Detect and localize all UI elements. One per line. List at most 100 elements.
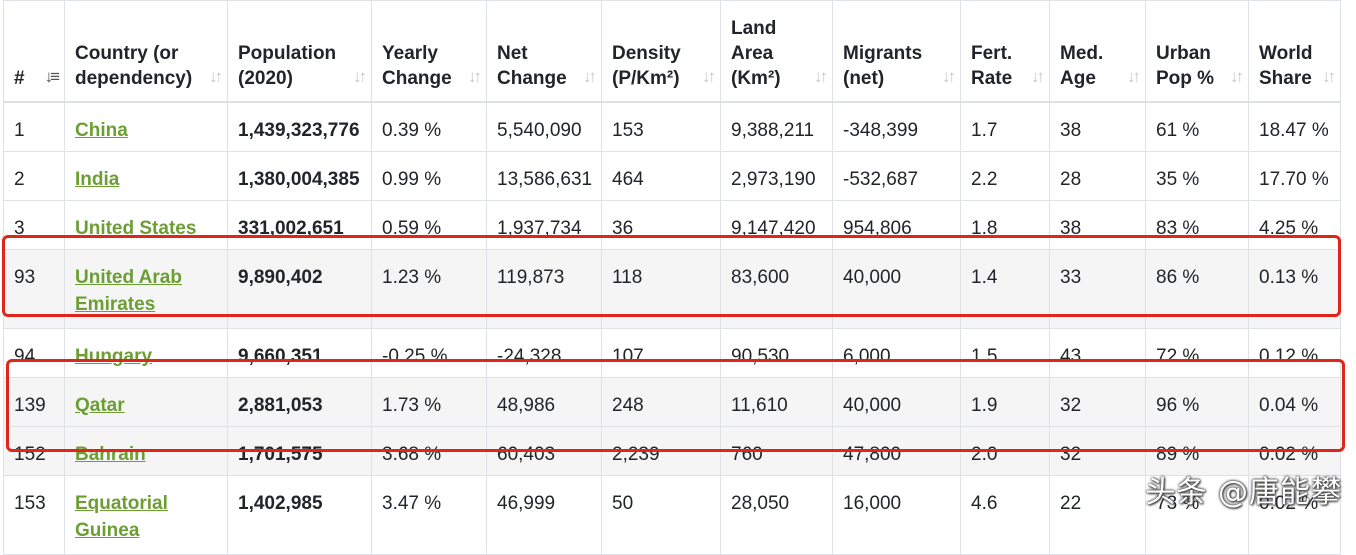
header-label: Net Change <box>497 43 567 89</box>
country-link[interactable]: Qatar <box>75 395 125 416</box>
header-row: # ↓≡ Country (or dependency) ↓↑ Population… <box>3 0 1341 103</box>
column-header-land-area[interactable]: Land Area (Km²) ↓↑ <box>720 0 833 103</box>
migrants-cell: 16,000 <box>832 475 961 555</box>
urban-pop-cell: 61 % <box>1145 101 1249 152</box>
sort-icon[interactable]: ↓↑ <box>209 67 223 86</box>
density-cell: 2,239 <box>601 426 721 476</box>
column-header-rank[interactable]: # ↓≡ <box>3 0 65 103</box>
rank-cell: 2 <box>3 151 65 201</box>
migrants-cell: 47,800 <box>832 426 961 476</box>
migrants-cell: 954,806 <box>832 200 961 250</box>
country-link[interactable]: United States <box>75 218 197 239</box>
land-area-cell: 9,147,420 <box>720 200 833 250</box>
yearly-change-cell: 0.59 % <box>371 200 487 250</box>
column-header-med-age[interactable]: Med. Age ↓↑ <box>1049 0 1146 103</box>
country-cell: United States <box>64 200 228 250</box>
table-row: 93 United Arab Emirates 9,890,402 1.23 %… <box>3 249 1341 329</box>
med-age-cell: 32 <box>1049 426 1146 476</box>
rank-cell: 139 <box>3 377 65 427</box>
med-age-cell: 28 <box>1049 151 1146 201</box>
net-change-cell: 60,403 <box>486 426 602 476</box>
migrants-cell: -348,399 <box>832 101 961 152</box>
yearly-change-cell: 1.73 % <box>371 377 487 427</box>
net-change-cell: 48,986 <box>486 377 602 427</box>
sort-icon[interactable]: ↓↑ <box>583 67 597 86</box>
rank-cell: 153 <box>3 475 65 555</box>
country-link[interactable]: Hungary <box>75 346 153 367</box>
sort-icon[interactable]: ↓↑ <box>353 67 367 86</box>
net-change-cell: 119,873 <box>486 249 602 329</box>
column-header-net-change[interactable]: Net Change ↓↑ <box>486 0 602 103</box>
density-cell: 118 <box>601 249 721 329</box>
rank-cell: 152 <box>3 426 65 476</box>
column-header-fert-rate[interactable]: Fert. Rate ↓↑ <box>960 0 1050 103</box>
column-header-population[interactable]: Population (2020) ↓↑ <box>227 0 372 103</box>
land-area-cell: 760 <box>720 426 833 476</box>
column-header-urban-pop[interactable]: Urban Pop % ↓↑ <box>1145 0 1249 103</box>
world-share-cell: 18.47 % <box>1248 101 1341 152</box>
fert-rate-cell: 1.7 <box>960 101 1050 152</box>
header-label: Country (or dependency) <box>75 43 193 89</box>
population-cell: 1,380,004,385 <box>227 151 372 201</box>
header-label: Fert. Rate <box>971 43 1013 89</box>
med-age-cell: 32 <box>1049 377 1146 427</box>
country-cell: Bahrain <box>64 426 228 476</box>
sort-icon[interactable]: ↓↑ <box>468 67 482 86</box>
country-cell: Hungary <box>64 328 228 378</box>
fert-rate-cell: 1.9 <box>960 377 1050 427</box>
population-cell: 2,881,053 <box>227 377 372 427</box>
sort-icon[interactable]: ↓↑ <box>702 67 716 86</box>
country-link[interactable]: India <box>75 169 120 190</box>
column-header-migrants[interactable]: Migrants (net) ↓↑ <box>832 0 961 103</box>
med-age-cell: 43 <box>1049 328 1146 378</box>
country-link[interactable]: China <box>75 120 128 141</box>
header-label: Migrants (net) <box>843 43 923 89</box>
sort-icon[interactable]: ↓↑ <box>814 67 828 86</box>
watermark: 头条 @唐能攀 <box>1145 475 1342 510</box>
column-header-density[interactable]: Density (P/Km²) ↓↑ <box>601 0 721 103</box>
country-cell: Equatorial Guinea <box>64 475 228 555</box>
sort-icon[interactable]: ↓↑ <box>942 67 956 86</box>
column-header-world-share[interactable]: World Share ↓↑ <box>1248 0 1341 103</box>
table-row: 1 China 1,439,323,776 0.39 % 5,540,090 1… <box>3 101 1341 152</box>
fert-rate-cell: 1.8 <box>960 200 1050 250</box>
net-change-cell: 13,586,631 <box>486 151 602 201</box>
table-row: 153 Equatorial Guinea 1,402,985 3.47 % 4… <box>3 475 1341 555</box>
population-cell: 9,890,402 <box>227 249 372 329</box>
fert-rate-cell: 4.6 <box>960 475 1050 555</box>
header-label: Urban Pop % <box>1156 43 1215 89</box>
header-label: Density (P/Km²) <box>612 43 681 89</box>
sort-icon[interactable]: ↓↑ <box>1127 67 1141 86</box>
med-age-cell: 38 <box>1049 101 1146 152</box>
country-link[interactable]: United Arab Emirates <box>75 267 182 315</box>
fert-rate-cell: 1.5 <box>960 328 1050 378</box>
country-link[interactable]: Equatorial Guinea <box>75 493 168 541</box>
world-share-cell: 4.25 % <box>1248 200 1341 250</box>
population-cell: 1,701,575 <box>227 426 372 476</box>
column-header-yearly-change[interactable]: Yearly Change ↓↑ <box>371 0 487 103</box>
land-area-cell: 2,973,190 <box>720 151 833 201</box>
world-share-cell: 0.04 % <box>1248 377 1341 427</box>
rank-cell: 93 <box>3 249 65 329</box>
sort-icon[interactable]: ↓↑ <box>1031 67 1045 86</box>
land-area-cell: 11,610 <box>720 377 833 427</box>
table-row: 94 Hungary 9,660,351 -0.25 % -24,328 107… <box>3 328 1341 378</box>
country-cell: Qatar <box>64 377 228 427</box>
yearly-change-cell: 0.39 % <box>371 101 487 152</box>
migrants-cell: 40,000 <box>832 377 961 427</box>
rank-cell: 3 <box>3 200 65 250</box>
column-header-country[interactable]: Country (or dependency) ↓↑ <box>64 0 228 103</box>
sort-active-icon[interactable]: ↓≡ <box>44 67 61 86</box>
yearly-change-cell: 3.47 % <box>371 475 487 555</box>
sort-icon[interactable]: ↓↑ <box>1230 67 1244 86</box>
table-row: 152 Bahrain 1,701,575 3.68 % 60,403 2,23… <box>3 426 1341 476</box>
density-cell: 36 <box>601 200 721 250</box>
med-age-cell: 33 <box>1049 249 1146 329</box>
yearly-change-cell: -0.25 % <box>371 328 487 378</box>
net-change-cell: 46,999 <box>486 475 602 555</box>
yearly-change-cell: 1.23 % <box>371 249 487 329</box>
population-cell: 331,002,651 <box>227 200 372 250</box>
country-link[interactable]: Bahrain <box>75 444 146 465</box>
rank-cell: 94 <box>3 328 65 378</box>
sort-icon[interactable]: ↓↑ <box>1322 67 1336 86</box>
